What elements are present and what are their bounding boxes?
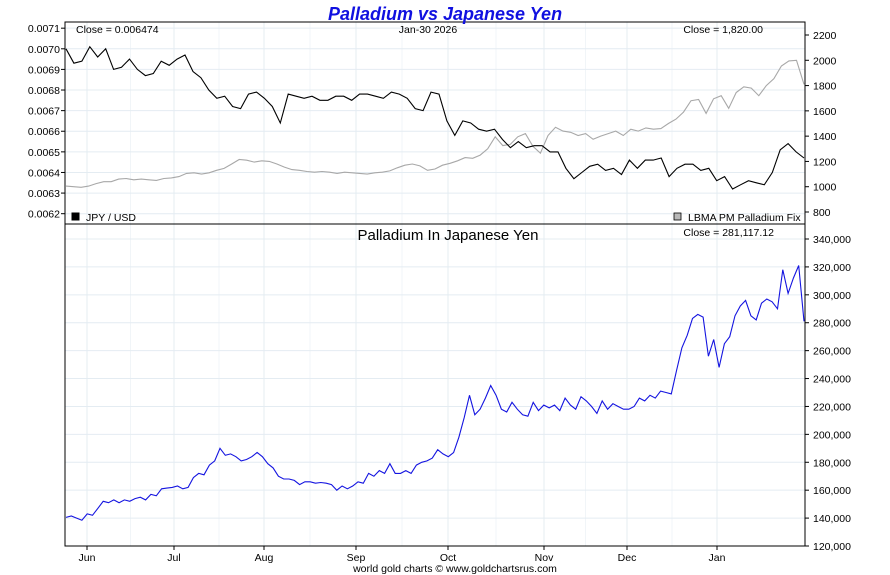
- lower-axis-tick-label: 260,000: [813, 346, 851, 358]
- lower-axis-tick-label: 340,000: [813, 234, 851, 246]
- grid-layer: [65, 22, 805, 547]
- close-right-label: Close = 1,820.00: [683, 24, 763, 36]
- left-axis-tick-label: 0.0062: [28, 209, 60, 221]
- x-axis-tick-label: Sep: [347, 552, 366, 564]
- x-axis-tick-label: Oct: [440, 552, 456, 564]
- right-axis-tick-label: 1600: [813, 106, 837, 118]
- lower-axis-tick-label: 120,000: [813, 541, 851, 553]
- lower-axis-tick-label: 220,000: [813, 401, 851, 413]
- chart-title: Palladium vs Japanese Yen: [328, 4, 562, 24]
- x-axis-tick-label: Aug: [255, 552, 274, 564]
- legend-jpy-label: JPY / USD: [86, 212, 136, 224]
- palladium-jpy-line: [65, 265, 805, 521]
- lower-axis-tick-label: 320,000: [813, 262, 851, 274]
- lower-plot-frame: [64, 223, 806, 547]
- right-axis-tick-label: 1000: [813, 182, 837, 194]
- left-axis-tick-label: 0.0066: [28, 126, 60, 138]
- lower-axis-tick-label: 200,000: [813, 429, 851, 441]
- lower-close-label: Close = 281,117.12: [683, 227, 774, 239]
- left-axis-tick-label: 0.0064: [28, 167, 60, 179]
- x-axis-tick-label: Nov: [535, 552, 554, 564]
- x-axis-tick-label: Jan: [709, 552, 726, 564]
- x-axis-tick-label: Jul: [167, 552, 180, 564]
- lower-axis-tick-label: 180,000: [813, 457, 851, 469]
- upper-plot-frame: [64, 21, 806, 225]
- legend-palladium-swatch: [673, 212, 682, 221]
- footer-credit: world gold charts © www.goldchartsrus.co…: [352, 563, 557, 575]
- right-axis-tick-label: 1400: [813, 131, 837, 143]
- frame-layer: [61, 21, 809, 550]
- series-layer: [65, 45, 805, 521]
- right-axis-tick-label: 1200: [813, 156, 837, 168]
- left-axis-tick-label: 0.0071: [28, 23, 60, 35]
- jpy-usd-line: [65, 45, 805, 190]
- lower-axis-tick-label: 140,000: [813, 513, 851, 525]
- text-layer: Palladium vs Japanese Yen Close = 0.0064…: [28, 4, 851, 575]
- right-axis-tick-label: 2000: [813, 55, 837, 67]
- close-left-label: Close = 0.006474: [76, 24, 159, 36]
- left-axis-tick-label: 0.0068: [28, 85, 60, 97]
- palladium-usd-line: [65, 59, 805, 188]
- legend-jpy-swatch: [71, 212, 80, 221]
- legend-palladium-label: LBMA PM Palladium Fix: [688, 212, 801, 224]
- lower-axis-tick-label: 240,000: [813, 374, 851, 386]
- left-axis-tick-label: 0.0070: [28, 44, 60, 56]
- lower-axis-tick-label: 160,000: [813, 485, 851, 497]
- right-axis-tick-label: 800: [813, 207, 831, 219]
- left-axis-tick-label: 0.0069: [28, 64, 60, 76]
- right-axis-tick-label: 1800: [813, 81, 837, 93]
- left-axis-tick-label: 0.0065: [28, 147, 60, 159]
- lower-axis-tick-label: 300,000: [813, 290, 851, 302]
- right-axis-tick-label: 2200: [813, 30, 837, 42]
- left-axis-tick-label: 0.0063: [28, 188, 60, 200]
- x-axis-tick-label: Jun: [79, 552, 96, 564]
- lower-chart-title: Palladium In Japanese Yen: [358, 227, 539, 244]
- date-label: Jan-30 2026: [399, 24, 458, 36]
- left-axis-tick-label: 0.0067: [28, 106, 60, 118]
- lower-axis-tick-label: 280,000: [813, 318, 851, 330]
- x-axis-tick-label: Dec: [618, 552, 637, 564]
